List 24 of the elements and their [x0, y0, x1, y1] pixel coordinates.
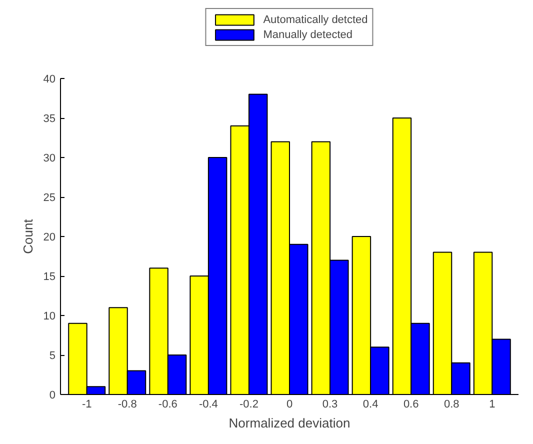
- x-axis-title: Normalized deviation: [228, 416, 350, 430]
- y-tick-label: 30: [43, 152, 56, 164]
- x-tick-label: 0: [286, 398, 293, 410]
- x-tick-label: -1: [82, 398, 92, 410]
- y-tick-label: 40: [43, 74, 56, 86]
- x-tick-label: -0.4: [198, 398, 218, 410]
- x-tick-label: 0.8: [444, 398, 460, 410]
- x-tick-label: 1: [489, 398, 496, 410]
- legend-label: Automatically detcted: [263, 13, 368, 26]
- y-tick-label: 35: [43, 113, 56, 125]
- y-tick-label: 0: [49, 390, 56, 402]
- y-tick-label: 15: [43, 271, 56, 283]
- x-tick-label: -0.6: [158, 398, 178, 410]
- legend-label: Manually detected: [263, 28, 352, 41]
- x-tick-label: 0.4: [362, 398, 378, 410]
- y-tick-label: 20: [43, 232, 56, 244]
- x-tick-label: -0.8: [118, 398, 137, 410]
- y-tick-label: 25: [43, 192, 56, 204]
- x-tick-label: -0.2: [239, 398, 258, 410]
- x-tick-label: 0.6: [403, 398, 419, 410]
- y-axis-title: Count: [20, 218, 36, 254]
- y-tick-label: 10: [43, 310, 56, 322]
- y-tick-label: 5: [49, 350, 56, 362]
- x-tick-label: 0.3: [322, 398, 338, 410]
